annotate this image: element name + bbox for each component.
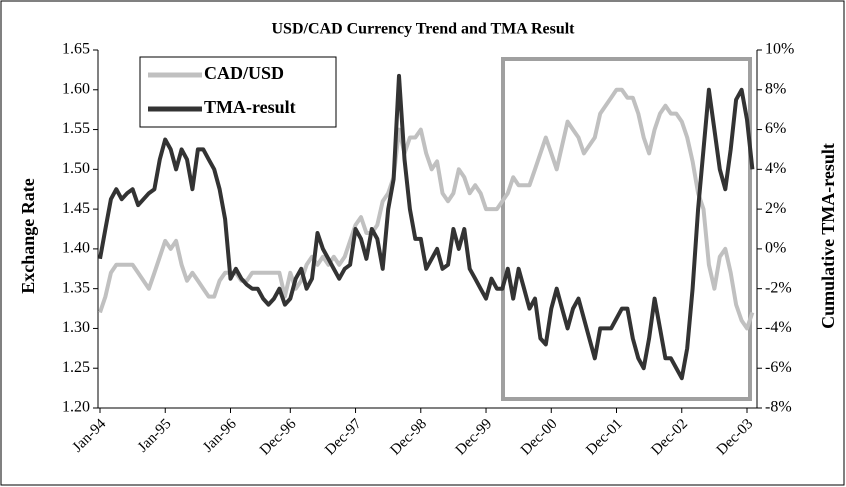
y-tick-label: 1.55 bbox=[62, 120, 90, 137]
y-tick-label: 1.25 bbox=[62, 359, 90, 376]
y2-tick-label: 2% bbox=[765, 200, 786, 217]
y2-tick-label: -4% bbox=[765, 319, 792, 336]
y-tick-label: 1.65 bbox=[62, 41, 90, 58]
y-tick-label: 1.60 bbox=[62, 80, 90, 97]
series-line bbox=[98, 87, 755, 331]
y-tick-label: 1.35 bbox=[62, 279, 90, 296]
y-tick-label: 1.30 bbox=[62, 319, 90, 336]
series-line bbox=[98, 73, 755, 381]
y2-tick-label: 6% bbox=[765, 120, 786, 137]
y2-tick-label: -2% bbox=[765, 279, 792, 296]
legend-label: TMA-result bbox=[204, 97, 296, 117]
y-tick-label: 1.20 bbox=[62, 399, 90, 416]
y-tick-label: 1.45 bbox=[62, 200, 90, 217]
legend-box bbox=[139, 56, 337, 128]
chart-title: USD/CAD Currency Trend and TMA Result bbox=[272, 21, 576, 38]
y2-tick-label: 10% bbox=[765, 41, 794, 58]
legend-label: CAD/USD bbox=[204, 63, 284, 83]
y-tick-label: 1.40 bbox=[62, 240, 90, 257]
y-tick-label: 1.50 bbox=[62, 160, 90, 177]
y2-tick-label: -6% bbox=[765, 359, 792, 376]
y-axis-title: Exchange Rate bbox=[18, 178, 38, 294]
y2-tick-label: 8% bbox=[765, 80, 786, 97]
y2-tick-label: 4% bbox=[765, 160, 786, 177]
highlight-box bbox=[501, 57, 752, 401]
y2-tick-label: -8% bbox=[765, 399, 792, 416]
y2-tick-label: 0% bbox=[765, 240, 786, 257]
y2-axis-title: Cumulative TMA-result bbox=[818, 143, 838, 329]
